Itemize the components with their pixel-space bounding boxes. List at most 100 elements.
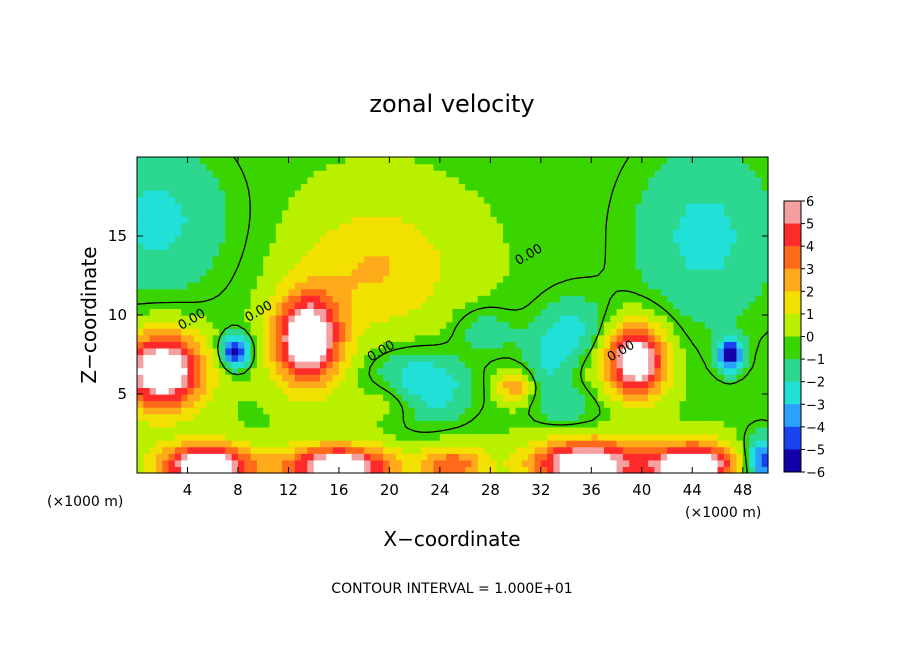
- heatmap-cell: [559, 282, 567, 290]
- heatmap-cell: [402, 255, 409, 263]
- heatmap-cell: [717, 268, 725, 277]
- heatmap-cell: [629, 394, 637, 402]
- heatmap-cell: [294, 413, 302, 421]
- heatmap-cell: [465, 420, 473, 428]
- heatmap-cell: [326, 262, 334, 270]
- heatmap-cell: [484, 275, 491, 283]
- heatmap-cell: [509, 262, 517, 270]
- heatmap-cell: [231, 334, 239, 342]
- heatmap-cell: [282, 387, 290, 395]
- heatmap-cell: [345, 176, 353, 184]
- heatmap-cell: [736, 216, 744, 224]
- heatmap-cell: [414, 229, 422, 237]
- heatmap-cell: [597, 459, 605, 468]
- heatmap-cell: [477, 420, 485, 428]
- heatmap-cell: [244, 321, 252, 329]
- heatmap-cell: [704, 301, 712, 310]
- heatmap-cell: [149, 183, 157, 191]
- heatmap-cell: [383, 367, 390, 375]
- heatmap-cell: [326, 347, 334, 356]
- heatmap-cell: [610, 341, 618, 349]
- heatmap-cell: [231, 341, 239, 349]
- heatmap-cell: [351, 183, 359, 191]
- heatmap-cell: [723, 347, 731, 356]
- heatmap-cell: [357, 255, 365, 263]
- heatmap-cell: [187, 374, 195, 382]
- heatmap-cell: [496, 459, 504, 468]
- heatmap-cell: [395, 394, 403, 402]
- heatmap-cell: [553, 374, 561, 382]
- heatmap-cell: [635, 255, 643, 263]
- heatmap-cell: [219, 413, 226, 421]
- heatmap-cell: [332, 275, 340, 283]
- heatmap-cell: [263, 249, 271, 257]
- heatmap-cell: [307, 255, 315, 263]
- heatmap-cell: [313, 236, 321, 244]
- heatmap-cell: [528, 216, 536, 224]
- heatmap-cell: [509, 196, 517, 204]
- heatmap-cell: [427, 394, 435, 402]
- heatmap-cell: [206, 361, 214, 369]
- heatmap-cell: [667, 341, 674, 349]
- heatmap-cell: [509, 459, 517, 468]
- heatmap-cell: [383, 282, 390, 290]
- heatmap-cell: [654, 183, 662, 191]
- heatmap-cell: [477, 446, 485, 454]
- heatmap-cell: [679, 163, 687, 171]
- heatmap-cell: [471, 170, 479, 178]
- heatmap-cell: [345, 426, 353, 435]
- heatmap-cell: [723, 301, 731, 310]
- heatmap-cell: [162, 288, 170, 296]
- heatmap-cell: [755, 334, 763, 342]
- heatmap-cell: [591, 268, 599, 277]
- heatmap-cell: [616, 301, 624, 310]
- heatmap-cell: [458, 176, 466, 184]
- heatmap-cell: [635, 183, 643, 191]
- heatmap-cell: [370, 446, 378, 454]
- heatmap-cell: [225, 420, 233, 428]
- heatmap-cell: [181, 334, 189, 342]
- heatmap-cell: [149, 328, 157, 336]
- heatmap-cell: [603, 275, 611, 283]
- heatmap-cell: [641, 275, 649, 283]
- heatmap-cell: [389, 354, 397, 362]
- heatmap-cell: [749, 236, 756, 244]
- heatmap-cell: [471, 295, 479, 303]
- heatmap-cell: [465, 301, 473, 310]
- heatmap-cell: [692, 196, 700, 204]
- heatmap-cell: [755, 229, 763, 237]
- heatmap-cell: [534, 196, 542, 204]
- heatmap-cell: [547, 328, 555, 336]
- heatmap-cell: [534, 249, 542, 257]
- heatmap-cell: [420, 196, 428, 204]
- heatmap-cell: [301, 268, 308, 277]
- heatmap-cell: [730, 189, 738, 198]
- heatmap-cell: [477, 328, 485, 336]
- heatmap-cell: [439, 295, 447, 303]
- heatmap-cell: [301, 229, 308, 237]
- heatmap-cell: [162, 321, 170, 329]
- heatmap-cell: [603, 380, 611, 389]
- heatmap-cell: [338, 413, 346, 421]
- heatmap-cell: [193, 334, 201, 342]
- heatmap-cell: [465, 229, 473, 237]
- heatmap-cell: [540, 236, 548, 244]
- heatmap-cell: [181, 374, 189, 382]
- heatmap-cell: [566, 354, 573, 362]
- heatmap-cell: [149, 466, 157, 474]
- heatmap-cell: [641, 321, 649, 329]
- heatmap-cell: [711, 426, 719, 435]
- heatmap-cell: [742, 282, 750, 290]
- heatmap-cell: [698, 328, 706, 336]
- heatmap-cell: [711, 249, 719, 257]
- heatmap-cell: [414, 420, 422, 428]
- heatmap-cell: [648, 400, 656, 408]
- heatmap-cell: [547, 374, 555, 382]
- heatmap-cell: [288, 268, 296, 277]
- heatmap-cell: [572, 249, 580, 257]
- heatmap-cell: [332, 255, 340, 263]
- heatmap-cell: [654, 433, 662, 441]
- heatmap-cell: [521, 354, 529, 362]
- heatmap-cell: [168, 268, 176, 277]
- heatmap-cell: [566, 216, 573, 224]
